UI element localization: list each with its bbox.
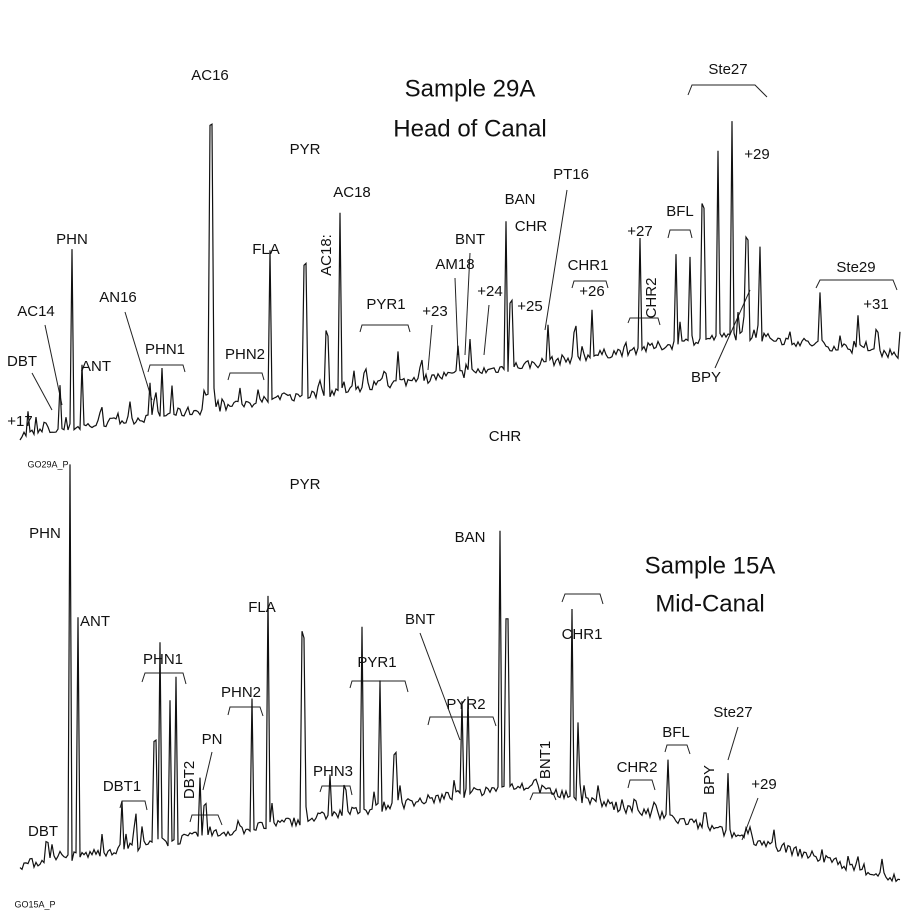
peak-label: +27 bbox=[627, 223, 652, 240]
peak-label: +24 bbox=[477, 283, 502, 300]
leader bbox=[427, 324, 433, 371]
peak-label: +23 bbox=[422, 303, 447, 320]
peak-label: +29 bbox=[744, 146, 769, 163]
peak-label: PYR bbox=[290, 141, 321, 158]
peak-label: PHN bbox=[29, 525, 61, 542]
peak-label: BFL bbox=[662, 724, 690, 741]
peak-label: AC18 bbox=[333, 184, 371, 201]
peak-label: CHR1 bbox=[568, 257, 609, 274]
annotations bbox=[31, 84, 898, 841]
peak-label: PYR bbox=[290, 476, 321, 493]
peak-label: PHN1 bbox=[143, 651, 183, 668]
peak-label: PHN1 bbox=[145, 341, 185, 358]
leader bbox=[727, 726, 739, 761]
leader bbox=[419, 632, 461, 741]
peak-label: +17 bbox=[7, 413, 32, 430]
peak-label: CHR bbox=[489, 428, 522, 445]
peak-label: +25 bbox=[517, 298, 542, 315]
peak-label: ANT bbox=[80, 613, 110, 630]
peak-label: AN16 bbox=[99, 289, 137, 306]
bracket bbox=[189, 814, 223, 826]
peak-label: AM18 bbox=[435, 256, 474, 273]
peak-label: CHR2 bbox=[643, 278, 660, 319]
leader bbox=[31, 372, 53, 411]
sample-subtitle: Head of Canal bbox=[393, 115, 546, 142]
peak-label: PHN3 bbox=[313, 763, 353, 780]
bracket bbox=[664, 744, 691, 755]
bracket bbox=[529, 792, 557, 801]
trace bbox=[19, 464, 901, 883]
leader bbox=[464, 252, 471, 356]
peak-label: BNT bbox=[405, 611, 435, 628]
peak-label: ANT bbox=[81, 358, 111, 375]
bracket bbox=[815, 279, 898, 291]
peak-label: BAN bbox=[505, 191, 536, 208]
bracket bbox=[627, 779, 656, 791]
sample-subtitle: Mid-Canal bbox=[655, 590, 764, 617]
sample-title: Sample 29A bbox=[405, 75, 536, 102]
peak-label: Ste27 bbox=[713, 704, 752, 721]
peak-label: BAN bbox=[455, 529, 486, 546]
leader bbox=[124, 311, 153, 401]
peak-label: AC14 bbox=[17, 303, 55, 320]
bracket bbox=[627, 317, 661, 326]
peak-label: CHR2 bbox=[617, 759, 658, 776]
peak-label: BPY bbox=[701, 765, 718, 795]
bracket bbox=[687, 84, 768, 98]
peak-label: Ste27 bbox=[708, 61, 747, 78]
peak-label: BNT bbox=[455, 231, 485, 248]
peak-label: Ste29 bbox=[836, 259, 875, 276]
peak-label: PHN bbox=[56, 231, 88, 248]
peak-label: +31 bbox=[863, 296, 888, 313]
peak-label: PT16 bbox=[553, 166, 589, 183]
bracket bbox=[359, 324, 411, 333]
bracket bbox=[571, 280, 609, 289]
peak-label: PYR1 bbox=[366, 296, 405, 313]
peak-label: DBT bbox=[7, 353, 37, 370]
peak-label: BFL bbox=[666, 203, 694, 220]
peak-label: PYR1 bbox=[357, 654, 396, 671]
file-label: GO29A_P bbox=[27, 459, 68, 469]
peak-label: PN bbox=[202, 731, 223, 748]
peak-label: FLA bbox=[248, 599, 276, 616]
peak-label: CHR1 bbox=[562, 626, 603, 643]
peak-label: PHN2 bbox=[225, 346, 265, 363]
peak-label: BPY bbox=[691, 369, 721, 386]
bracket bbox=[227, 706, 264, 717]
peak-label: FLA bbox=[252, 241, 280, 258]
sample-title: Sample 15A bbox=[645, 552, 776, 579]
peak-label: CHR bbox=[515, 218, 548, 235]
peak-label: DBT bbox=[28, 823, 58, 840]
bracket bbox=[141, 672, 187, 685]
bracket bbox=[561, 593, 604, 605]
bracket bbox=[319, 785, 353, 796]
peak-label: AC18: bbox=[318, 234, 335, 276]
peak-label: DBT2 bbox=[181, 761, 198, 799]
bracket bbox=[227, 372, 265, 381]
leader bbox=[483, 304, 490, 356]
leader bbox=[454, 277, 459, 356]
bracket bbox=[119, 800, 148, 811]
peak-label: PHN2 bbox=[221, 684, 261, 701]
bracket bbox=[667, 229, 693, 239]
peak-label: +29 bbox=[751, 776, 776, 793]
leader bbox=[544, 189, 568, 331]
bracket bbox=[147, 364, 186, 373]
peak-label: BNT1 bbox=[537, 741, 554, 779]
peak-label: +26 bbox=[579, 283, 604, 300]
peak-label: AC16 bbox=[191, 67, 229, 84]
peak-label: PYR2 bbox=[446, 696, 485, 713]
peak-label: DBT1 bbox=[103, 778, 141, 795]
trace bbox=[19, 121, 901, 441]
file-label: GO15A_P bbox=[14, 899, 55, 909]
leader bbox=[202, 751, 213, 791]
bracket bbox=[349, 680, 409, 693]
